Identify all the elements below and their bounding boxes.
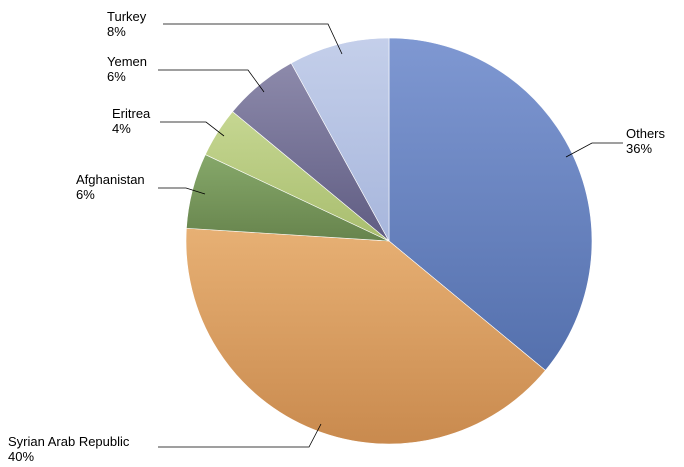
- slice-percent-yemen: 6%: [107, 69, 126, 84]
- leader-line-afghanistan: [158, 187, 206, 195]
- slice-label-yemen: Yemen 6%: [107, 54, 147, 84]
- pie-slice-syrian: [185, 227, 546, 445]
- pie-slice-turkey: [290, 37, 390, 242]
- leader-line-turkey: [163, 23, 343, 55]
- leader-line-syrian: [158, 423, 322, 448]
- slice-name-afghanistan: Afghanistan: [76, 172, 145, 187]
- slice-name-eritrea: Eritrea: [112, 106, 151, 121]
- slice-label-syrian: Syrian Arab Republic 40%: [8, 434, 130, 464]
- leader-line-eritrea: [160, 121, 225, 137]
- slice-label-turkey: Turkey 8%: [107, 9, 147, 39]
- leader-line-yemen: [158, 69, 265, 93]
- slice-label-afghanistan: Afghanistan 6%: [76, 172, 145, 202]
- slice-name-syrian: Syrian Arab Republic: [8, 434, 130, 449]
- slice-label-others: Others 36%: [626, 126, 666, 156]
- slice-name-turkey: Turkey: [107, 9, 147, 24]
- pie-slices: [185, 37, 593, 445]
- slice-percent-turkey: 8%: [107, 24, 126, 39]
- slice-percent-syrian: 40%: [8, 449, 34, 464]
- pie-slice-others: [388, 37, 593, 371]
- slice-name-yemen: Yemen: [107, 54, 147, 69]
- leader-line-others: [565, 142, 623, 158]
- slice-labels: Others 36% Syrian Arab Republic 40% Afghanis…: [8, 9, 666, 464]
- leader-lines: [158, 23, 623, 448]
- slice-label-eritrea: Eritrea 4%: [112, 106, 151, 136]
- slice-percent-eritrea: 4%: [112, 121, 131, 136]
- slice-percent-afghanistan: 6%: [76, 187, 95, 202]
- slice-percent-others: 36%: [626, 141, 652, 156]
- slice-name-others: Others: [626, 126, 666, 141]
